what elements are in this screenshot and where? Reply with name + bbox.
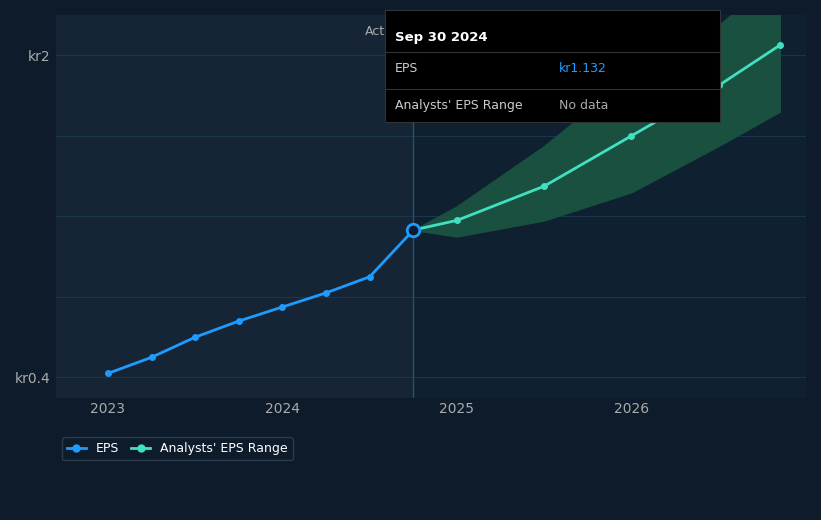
Legend: EPS, Analysts' EPS Range: EPS, Analysts' EPS Range — [62, 437, 293, 460]
Text: EPS: EPS — [395, 62, 419, 75]
Text: No data: No data — [559, 99, 608, 112]
Text: Analysts Forecasts: Analysts Forecasts — [422, 25, 539, 38]
Text: Actual: Actual — [365, 25, 405, 38]
Text: Analysts' EPS Range: Analysts' EPS Range — [395, 99, 523, 112]
Text: kr1.132: kr1.132 — [559, 62, 607, 75]
Bar — [56, 15, 413, 398]
Text: Sep 30 2024: Sep 30 2024 — [395, 31, 488, 44]
